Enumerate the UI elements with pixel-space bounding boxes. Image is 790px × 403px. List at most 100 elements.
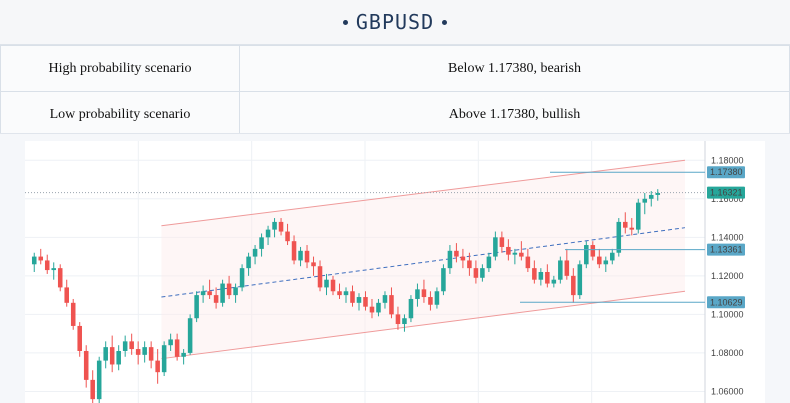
candle-body [103, 347, 108, 361]
scenario-label: Low probability scenario [0, 91, 240, 138]
title-bar: GBPUSD [0, 0, 790, 45]
candle-body [70, 302, 76, 326]
chart-grid [25, 141, 706, 403]
chart-background [25, 141, 765, 403]
candle-body [83, 350, 89, 380]
candle-body [473, 268, 479, 278]
candle-body [597, 256, 602, 265]
candle-body [512, 252, 518, 255]
candle-body [538, 272, 544, 280]
candle-body [577, 264, 583, 296]
candle-body [122, 341, 128, 351]
chart-panel: 1.18000 1.16000 1.14000 1.12000 1.10000 1.080… [0, 133, 790, 403]
candle-body [623, 221, 628, 228]
candle-body [324, 279, 329, 288]
candle-body [395, 314, 401, 325]
candle-body [545, 272, 550, 284]
candle-body [571, 275, 576, 296]
candle-body [109, 347, 115, 365]
candle-body [376, 302, 381, 313]
price-tick-label: 1.08000 [711, 348, 744, 358]
candle-body [428, 297, 433, 305]
candle-body [38, 256, 44, 261]
candle-body [207, 291, 212, 296]
candle-body [506, 246, 511, 255]
price-chart: 1.18000 1.16000 1.14000 1.12000 1.10000 1.080… [25, 141, 765, 403]
candle-body [525, 256, 531, 269]
candle-body [57, 268, 63, 288]
level-tag [707, 186, 745, 199]
candle-body [486, 256, 492, 269]
page-title: GBPUSD [355, 10, 435, 34]
candle-body [226, 283, 232, 296]
candle-body [285, 231, 290, 242]
level-tag-label: 1.10629 [710, 297, 743, 307]
candle-body [168, 339, 173, 346]
candle-body [200, 291, 206, 296]
candle-body [655, 193, 661, 195]
scenario-row-low: Low probability scenario Above 1.17380, … [0, 91, 790, 138]
candle-body [389, 295, 394, 315]
candle-body [558, 260, 563, 280]
candle-body [350, 291, 355, 303]
candle-body [64, 287, 69, 303]
candle-body [304, 250, 310, 263]
candle-body [259, 237, 264, 249]
candle-body [317, 266, 323, 288]
candle-body [434, 291, 440, 305]
candle-body [291, 241, 297, 261]
candle-body [648, 194, 654, 199]
level-tag [707, 296, 745, 309]
scenario-value: Below 1.17380, bearish [239, 45, 790, 92]
candle-body [155, 360, 160, 373]
candle-body [246, 256, 251, 269]
candle-body [174, 339, 180, 357]
candle-body [629, 227, 635, 230]
candle-body [616, 221, 622, 253]
candle-body [51, 268, 57, 271]
level-tag-label: 1.16321 [710, 188, 743, 198]
candle-body [402, 318, 407, 325]
candle-body [610, 252, 615, 261]
title-left-dot-icon [342, 19, 348, 25]
candle-body [129, 341, 134, 350]
price-axis: 1.18000 1.16000 1.14000 1.12000 1.10000 1.080… [707, 155, 745, 396]
candle-body [31, 256, 37, 265]
candle-body [135, 349, 141, 355]
title-wrap: GBPUSD [342, 10, 448, 34]
candle-body [369, 306, 375, 313]
candle-body [441, 268, 446, 292]
candle-body [116, 350, 121, 365]
level-tag-label: 1.17380 [710, 167, 743, 177]
candle-body [590, 245, 596, 257]
candle-body [330, 279, 336, 292]
candle-body [187, 318, 193, 353]
level-tag [707, 166, 745, 179]
candle-body [603, 260, 609, 265]
candle-body [564, 260, 570, 276]
candle-body [408, 298, 414, 319]
scenario-row-high: High probability scenario Below 1.17380,… [0, 45, 790, 92]
candle-body [460, 256, 466, 261]
candle-body [161, 345, 167, 373]
candle-body [148, 347, 154, 361]
candle-body [233, 287, 238, 296]
candle-body [44, 260, 50, 271]
price-tick-label: 1.14000 [711, 232, 744, 242]
price-tick-label: 1.18000 [711, 155, 744, 165]
candle-body [213, 295, 219, 303]
candle-body [467, 260, 472, 269]
candle-body [90, 379, 95, 400]
candle-body [642, 198, 648, 203]
price-tick-label: 1.10000 [711, 309, 744, 319]
candle-body [298, 250, 303, 261]
title-right-dot-icon [442, 19, 448, 25]
candle-body [337, 291, 342, 296]
candle-body [77, 325, 82, 351]
price-levels [25, 171, 705, 303]
candle-body [265, 229, 271, 238]
level-tag [707, 243, 745, 256]
candle-body [311, 262, 316, 267]
candle-body [272, 221, 277, 230]
scenario-table: High probability scenario Below 1.17380,… [0, 45, 790, 138]
